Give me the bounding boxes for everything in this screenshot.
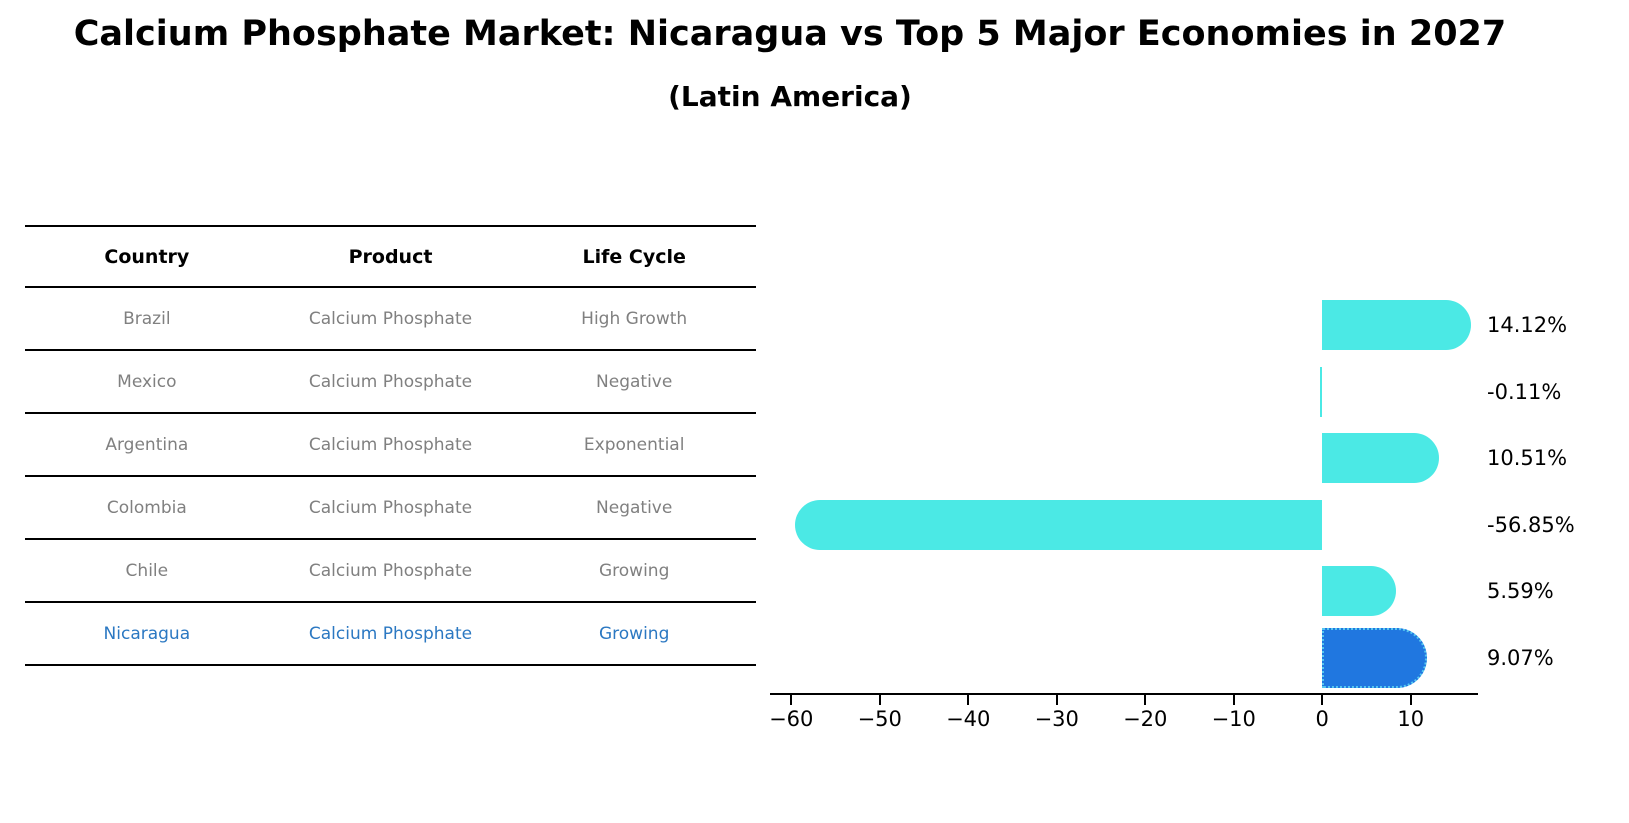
cell-country: Nicaragua — [103, 623, 191, 644]
x-tick-label: −30 — [1034, 707, 1079, 731]
x-tick-mark — [1321, 695, 1324, 705]
bar-mexico — [1320, 366, 1323, 417]
cell-product: Calcium Phosphate — [308, 371, 473, 392]
table-row-colombia: Colombia Calcium Phosphate Negative — [25, 477, 756, 540]
table-row-brazil: Brazil Calcium Phosphate High Growth — [25, 288, 756, 351]
x-tick-label: 0 — [1315, 707, 1329, 731]
cell-life-cycle: Growing — [598, 623, 670, 644]
column-header-country: Country — [104, 245, 190, 268]
table-row-nicaragua: Nicaragua Calcium Phosphate Growing — [25, 603, 756, 666]
cell-life-cycle: Exponential — [583, 434, 685, 455]
x-tick-label: −20 — [1123, 707, 1168, 731]
cell-country: Brazil — [123, 308, 171, 329]
cell-product: Calcium Phosphate — [308, 623, 473, 644]
cell-life-cycle: Growing — [598, 560, 670, 581]
table-row-mexico: Mexico Calcium Phosphate Negative — [25, 351, 756, 414]
chart-title: Calcium Phosphate Market: Nicaragua vs T… — [73, 14, 1507, 54]
country-table: Country Product Life Cycle Brazil Calciu… — [25, 225, 756, 666]
cell-life-cycle: Negative — [596, 497, 673, 518]
column-header-life-cycle: Life Cycle — [582, 245, 686, 268]
x-tick-mark — [1144, 695, 1147, 705]
table-row-chile: Chile Calcium Phosphate Growing — [25, 540, 756, 603]
x-tick-mark — [1055, 695, 1058, 705]
cell-country: Argentina — [105, 434, 189, 455]
cell-product: Calcium Phosphate — [308, 308, 473, 329]
bar-chart-plot-area: −60 −50 −40 −30 −20 −10 0 10 — [769, 290, 1478, 731]
table-header-row: Country Product Life Cycle — [25, 227, 756, 288]
cell-product: Calcium Phosphate — [308, 560, 473, 581]
column-header-product: Product — [348, 245, 433, 268]
value-label-brazil: 14.12% — [1487, 313, 1568, 337]
value-label-colombia: -56.85% — [1487, 512, 1575, 537]
x-tick-label: 10 — [1397, 707, 1425, 731]
chart-subtitle: (Latin America) — [668, 80, 912, 113]
x-tick-label: −40 — [946, 707, 991, 731]
cell-product: Calcium Phosphate — [308, 434, 473, 455]
x-tick-mark — [878, 695, 881, 705]
cell-product: Calcium Phosphate — [308, 497, 473, 518]
x-tick-mark — [1409, 695, 1412, 705]
bar-colombia — [795, 499, 1323, 550]
x-tick-label: −10 — [1211, 707, 1256, 731]
x-tick-mark — [967, 695, 970, 705]
x-axis-line — [770, 693, 1478, 695]
cell-country: Chile — [125, 560, 169, 581]
value-label-chile: 5.59% — [1487, 579, 1554, 603]
table-row-argentina: Argentina Calcium Phosphate Exponential — [25, 414, 756, 477]
x-tick-label: −50 — [857, 707, 902, 731]
value-label-nicaragua: 9.07% — [1487, 645, 1554, 670]
value-label-mexico: -0.11% — [1487, 379, 1562, 404]
x-tick-mark — [790, 695, 793, 705]
x-tick-label: −60 — [769, 707, 814, 731]
bar-chile — [1322, 566, 1396, 616]
cell-life-cycle: High Growth — [581, 308, 688, 329]
x-tick-mark — [1232, 695, 1235, 705]
cell-country: Colombia — [106, 497, 187, 518]
cell-life-cycle: Negative — [596, 371, 673, 392]
value-label-argentina: 10.51% — [1487, 446, 1568, 470]
bar-nicaragua — [1322, 627, 1427, 688]
bar-brazil — [1322, 300, 1472, 350]
cell-country: Mexico — [117, 371, 177, 392]
bar-argentina — [1322, 433, 1440, 483]
